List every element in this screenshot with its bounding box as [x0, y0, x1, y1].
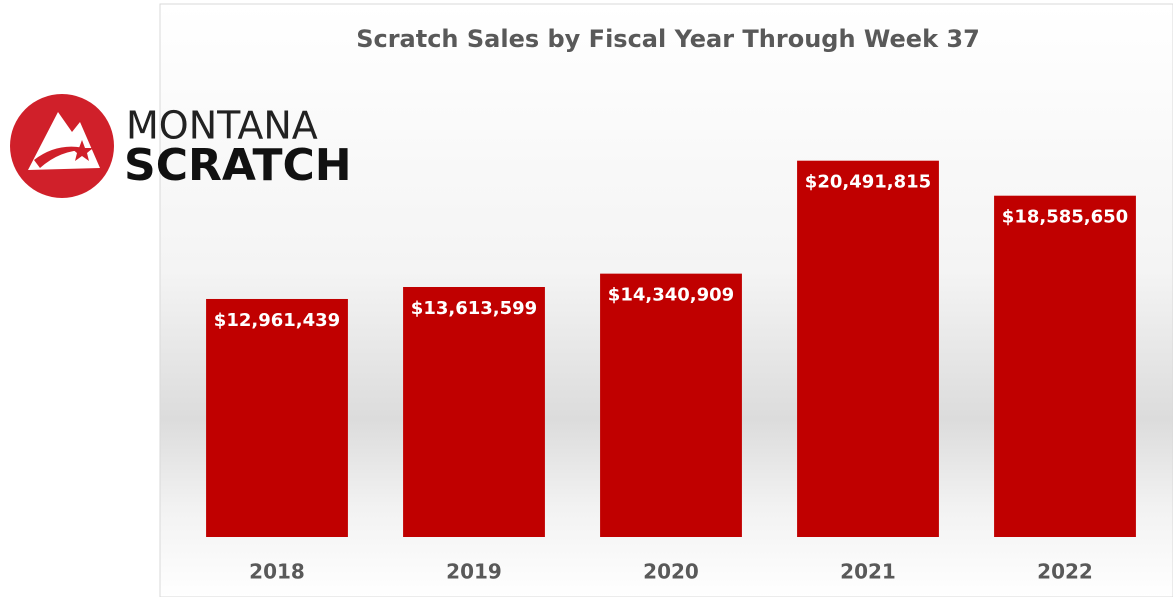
data-label: $14,340,909 [608, 285, 734, 306]
logo-swoosh [34, 146, 92, 168]
x-tick-label: 2022 [1037, 560, 1093, 584]
bar [600, 273, 742, 537]
chart-title: Scratch Sales by Fiscal Year Through Wee… [356, 25, 980, 53]
x-tick-label: 2021 [840, 560, 896, 584]
bar [994, 195, 1136, 537]
x-tick-label: 2018 [249, 560, 305, 584]
logo: MONTANA SCRATCH [10, 94, 352, 198]
data-label: $20,491,815 [805, 172, 931, 193]
x-tick-label: 2020 [643, 560, 699, 584]
data-label: $18,585,650 [1002, 207, 1128, 228]
bar [403, 287, 545, 537]
logo-star [71, 140, 93, 161]
bar [797, 160, 939, 538]
data-label: $12,961,439 [214, 310, 340, 331]
logo-line1: MONTANA [126, 104, 318, 148]
data-label: $13,613,599 [411, 298, 537, 319]
logo-line2: SCRATCH [124, 140, 352, 191]
x-tick-label: 2019 [446, 560, 502, 584]
bar [206, 298, 348, 537]
